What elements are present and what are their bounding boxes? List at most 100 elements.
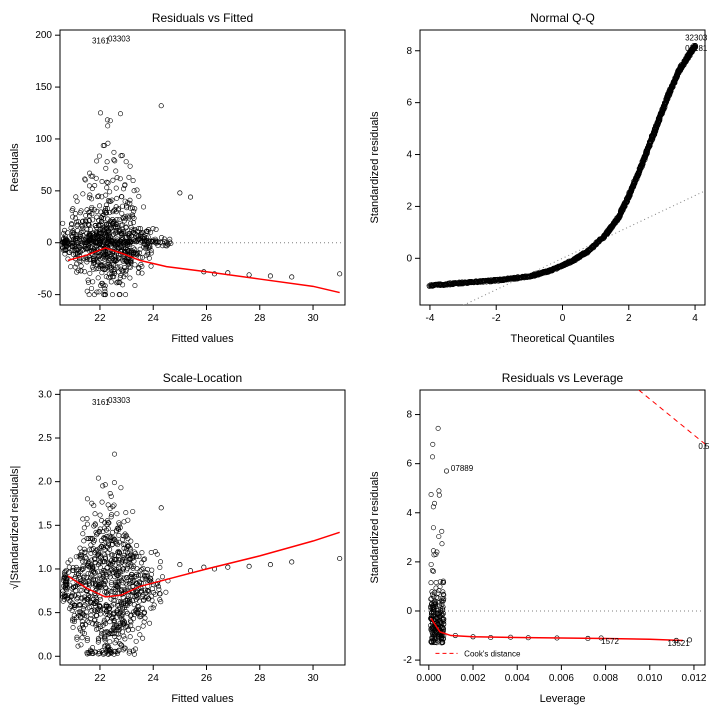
y-tick: 0 — [406, 253, 412, 264]
x-tick: 0.008 — [593, 673, 618, 684]
data-point — [123, 292, 127, 296]
data-point — [108, 491, 112, 495]
point-annotation: 1572 — [601, 637, 619, 646]
y-axis-label: Residuals — [9, 143, 21, 192]
data-point — [120, 211, 124, 215]
data-point — [431, 442, 435, 446]
data-point — [132, 189, 136, 193]
data-point — [99, 518, 103, 522]
data-point — [134, 543, 138, 547]
data-point — [81, 192, 85, 196]
data-point — [140, 636, 144, 640]
panel-residuals-vs-leverage: Residuals vs Leverage0.0000.0020.0040.00… — [360, 360, 720, 720]
data-point — [437, 534, 441, 538]
y-tick: 0 — [406, 606, 412, 617]
data-point — [141, 205, 145, 209]
data-point — [104, 166, 108, 170]
data-point — [113, 641, 117, 645]
data-point — [141, 566, 145, 570]
data-point — [112, 480, 116, 484]
y-axis-label: √|Standardized residuals| — [9, 466, 21, 590]
data-point — [96, 476, 100, 480]
data-point — [81, 532, 85, 536]
data-point — [108, 639, 112, 643]
y-tick: 1.5 — [38, 520, 52, 531]
data-point — [129, 539, 133, 543]
data-point — [136, 626, 140, 630]
data-point — [131, 627, 135, 631]
cook-distance-line — [639, 390, 705, 444]
data-point — [112, 503, 116, 507]
data-point — [98, 513, 102, 517]
data-point — [95, 215, 99, 219]
data-point — [92, 292, 96, 296]
y-tick: 0.0 — [38, 651, 52, 662]
data-point — [290, 275, 294, 279]
data-point — [226, 565, 230, 569]
y-tick: 3.0 — [38, 389, 52, 400]
data-point — [87, 292, 91, 296]
x-tick: 0.012 — [681, 673, 706, 684]
data-point — [159, 104, 163, 108]
data-point — [112, 158, 116, 162]
data-point — [133, 263, 137, 267]
data-point — [118, 606, 122, 610]
y-tick: 6 — [406, 98, 412, 109]
x-tick: 0.010 — [637, 673, 662, 684]
data-point — [122, 520, 126, 524]
x-tick: 22 — [94, 673, 106, 684]
data-point — [132, 550, 136, 554]
data-point — [120, 630, 124, 634]
data-point — [131, 509, 135, 513]
data-point — [124, 510, 128, 514]
data-point — [131, 178, 135, 182]
data-point — [68, 265, 72, 269]
y-tick: 6 — [406, 459, 412, 470]
data-point — [85, 522, 89, 526]
x-tick: -2 — [492, 313, 501, 324]
y-tick: 4 — [406, 508, 412, 519]
data-point — [93, 512, 97, 516]
data-point — [100, 500, 104, 504]
x-tick: 28 — [254, 313, 266, 324]
data-point — [114, 169, 118, 173]
x-tick: 22 — [94, 313, 106, 324]
data-point — [117, 635, 121, 639]
data-point — [133, 283, 137, 287]
data-point — [135, 188, 139, 192]
data-point — [100, 271, 104, 275]
data-point — [436, 426, 440, 430]
data-point — [159, 506, 163, 510]
data-point — [430, 590, 434, 594]
data-point — [118, 112, 122, 116]
data-point — [107, 190, 111, 194]
point-annotation: 03303 — [108, 396, 131, 405]
data-point — [100, 484, 104, 488]
data-point — [80, 636, 84, 640]
data-point — [337, 556, 341, 560]
data-point — [117, 533, 121, 537]
data-point — [128, 276, 132, 280]
data-point — [89, 543, 93, 547]
data-point — [141, 624, 145, 628]
data-point — [79, 264, 83, 268]
data-point — [110, 530, 114, 534]
cook-text: Cook's distance — [464, 649, 521, 658]
x-tick: 0.002 — [461, 673, 486, 684]
data-point — [123, 637, 127, 641]
point-annotation: 03181 — [685, 44, 708, 53]
data-point — [74, 555, 78, 559]
x-axis-label: Theoretical Quantiles — [511, 333, 615, 345]
data-point — [140, 550, 144, 554]
panel-residuals-vs-fitted: Residuals vs Fitted2224262830-5005010015… — [0, 0, 360, 360]
data-point — [87, 184, 91, 188]
data-point — [115, 196, 119, 200]
x-tick: 26 — [201, 313, 213, 324]
y-tick: 150 — [35, 82, 52, 93]
data-point — [90, 186, 94, 190]
data-point — [110, 567, 114, 571]
x-tick: 4 — [692, 313, 698, 324]
data-point — [108, 119, 112, 123]
data-point — [429, 562, 433, 566]
data-point — [112, 150, 116, 154]
